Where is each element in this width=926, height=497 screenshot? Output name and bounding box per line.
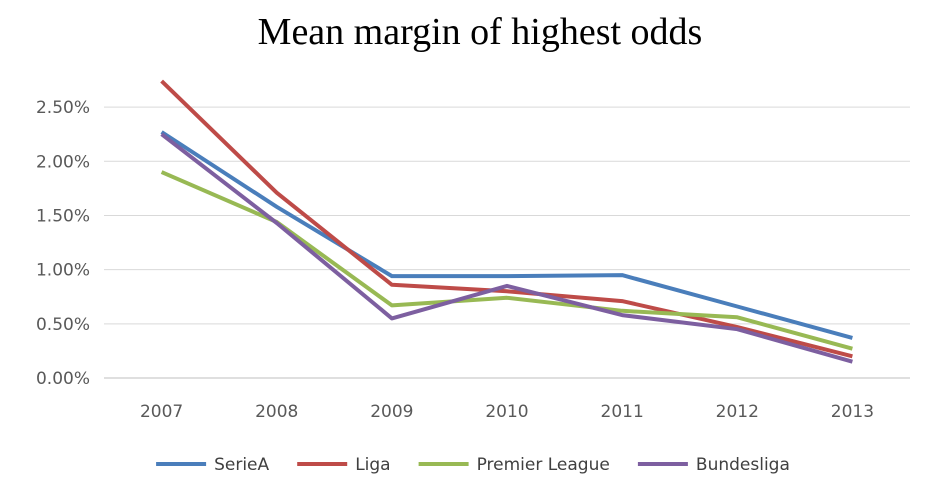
series-line-seriea (160, 130, 853, 340)
series-lines (160, 79, 853, 364)
y-tick-label: 2.00% (36, 152, 90, 172)
y-tick-label: 1.00% (36, 261, 90, 281)
series-line-liga (160, 79, 853, 359)
legend-label: Bundesliga (696, 455, 790, 475)
legend-item-liga: Liga (297, 455, 391, 475)
x-tick-label: 2012 (716, 402, 759, 422)
x-tick-label: 2007 (140, 402, 183, 422)
y-tick-label: 2.50% (36, 98, 90, 118)
gridlines (104, 106, 910, 379)
y-tick-label: 1.50% (36, 206, 90, 226)
legend-label: Premier League (477, 455, 610, 475)
y-tick-label: 0.00% (36, 369, 90, 389)
y-axis-ticks: 0.00% 0.50% 1.00% 1.50% 2.00% 2.50% (36, 98, 90, 389)
series-line-bundesliga (160, 132, 853, 364)
x-axis-ticks: 2007 2008 2009 2010 2011 2012 2013 (140, 402, 874, 422)
x-tick-label: 2009 (370, 402, 413, 422)
chart-title: Mean margin of highest odds (258, 11, 703, 53)
legend-item-bundesliga: Bundesliga (637, 455, 790, 475)
legend: SerieA Liga Premier League Bundesliga (156, 455, 790, 475)
x-tick-label: 2010 (485, 402, 528, 422)
legend-label: Liga (355, 455, 390, 475)
x-tick-label: 2008 (255, 402, 298, 422)
legend-item-seriea: SerieA (156, 455, 270, 475)
x-tick-label: 2013 (831, 402, 874, 422)
y-tick-label: 0.50% (36, 315, 90, 335)
legend-label: SerieA (214, 455, 269, 475)
x-tick-label: 2011 (601, 402, 644, 422)
legend-item-premier-league: Premier League (418, 455, 610, 475)
